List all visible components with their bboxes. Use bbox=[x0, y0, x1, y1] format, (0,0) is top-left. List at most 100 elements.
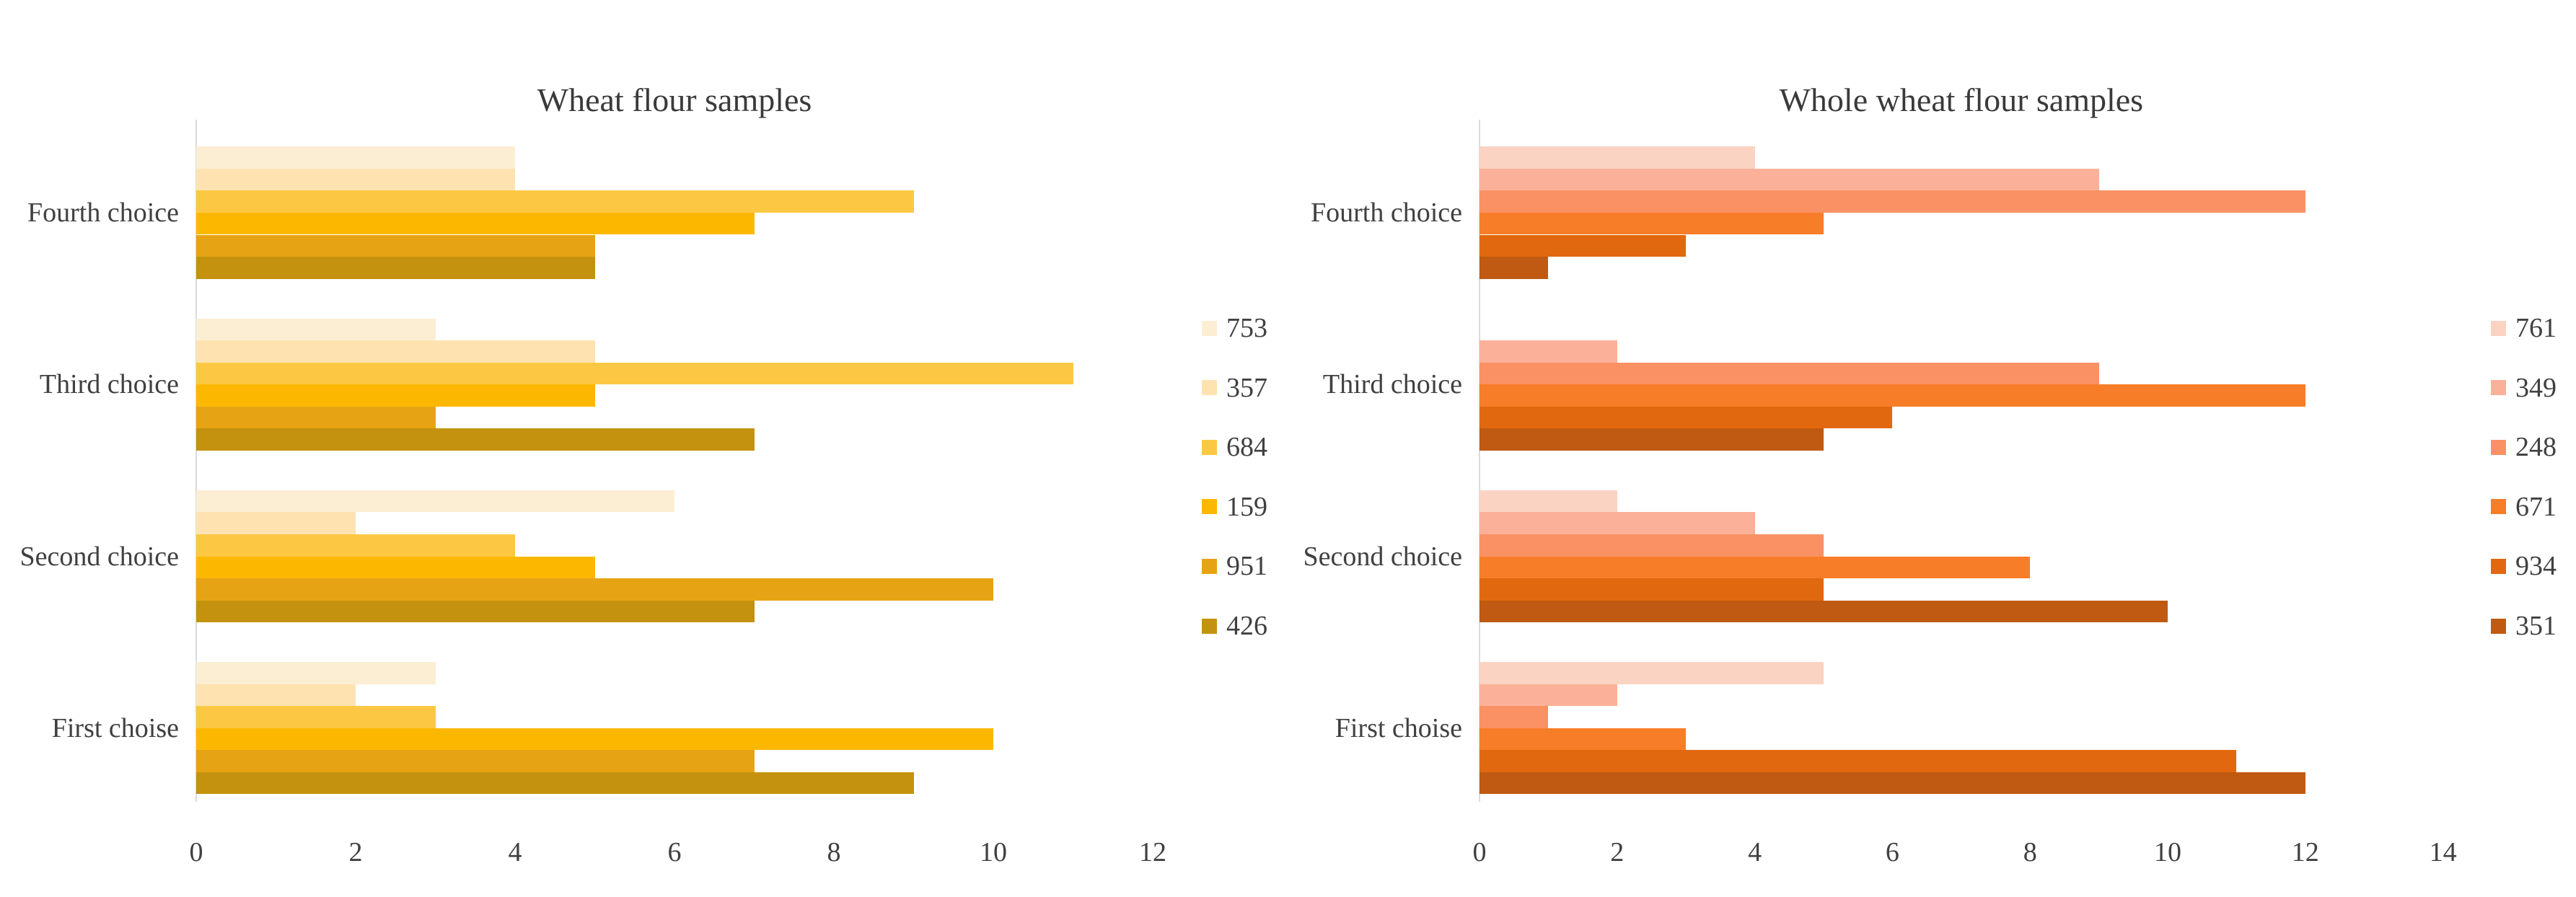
bar-761-second-choice bbox=[1480, 490, 1617, 513]
bar-753-second-choice bbox=[196, 490, 674, 513]
legend-swatch-icon bbox=[2491, 320, 2506, 336]
bar-159-second-choice bbox=[196, 556, 595, 579]
legend-label: 753 bbox=[1226, 313, 1267, 343]
x-tick-label: 12 bbox=[1139, 837, 1166, 867]
bar-351-first-choise bbox=[1480, 772, 2305, 795]
x-tick-label: 6 bbox=[667, 837, 682, 867]
category-label: Third choice bbox=[1322, 369, 1462, 400]
bar-426-first-choise bbox=[196, 772, 914, 795]
bar-349-third-choice bbox=[1480, 340, 1617, 363]
legend-label: 934 bbox=[2515, 551, 2557, 582]
x-tick-label: 8 bbox=[2023, 837, 2037, 867]
bar-159-fourth-choice bbox=[196, 212, 755, 235]
x-tick-label: 0 bbox=[1472, 837, 1487, 867]
bar-426-fourth-choice bbox=[196, 257, 595, 279]
x-tick-label: 10 bbox=[980, 837, 1007, 867]
legend-swatch-icon bbox=[1202, 499, 1217, 515]
bar-934-fourth-choice bbox=[1480, 234, 1687, 257]
bar-248-third-choice bbox=[1480, 362, 2099, 385]
bar-684-fourth-choice bbox=[196, 190, 914, 213]
category-label: Fourth choice bbox=[1310, 197, 1462, 228]
bar-684-third-choice bbox=[196, 362, 1073, 385]
legend-item: 351 bbox=[2491, 610, 2557, 642]
bar-351-second-choice bbox=[1480, 600, 2168, 623]
bar-671-second-choice bbox=[1480, 556, 2031, 579]
legend-item: 426 bbox=[1202, 610, 1267, 642]
bar-684-second-choice bbox=[196, 534, 515, 557]
legend-label: 357 bbox=[1226, 372, 1267, 403]
bar-349-second-choice bbox=[1480, 512, 1755, 534]
bar-951-first-choise bbox=[196, 750, 755, 772]
bar-349-first-choise bbox=[1480, 684, 1617, 707]
bar-761-first-choise bbox=[1480, 662, 1824, 684]
bar-357-second-choice bbox=[196, 512, 356, 534]
y-axis-line bbox=[195, 120, 197, 802]
legend-label: 951 bbox=[1226, 551, 1267, 582]
bar-159-third-choice bbox=[196, 384, 595, 407]
legend-swatch-icon bbox=[2491, 439, 2506, 455]
legend-item: 248 bbox=[2491, 431, 2557, 463]
bar-934-third-choice bbox=[1480, 406, 1893, 429]
bar-951-third-choice bbox=[196, 406, 436, 429]
category-label: Third choice bbox=[39, 369, 179, 400]
x-tick-label: 2 bbox=[1610, 837, 1625, 867]
x-tick-label: 2 bbox=[348, 837, 363, 867]
y-axis-line bbox=[1479, 120, 1480, 802]
bar-753-first-choise bbox=[196, 662, 436, 684]
chart-title-wheat-flour: Wheat flour samples bbox=[537, 81, 812, 118]
bar-951-fourth-choice bbox=[196, 234, 595, 257]
bar-671-third-choice bbox=[1480, 384, 2305, 407]
legend-label: 351 bbox=[2515, 611, 2557, 641]
bar-671-first-choise bbox=[1480, 728, 1687, 751]
x-tick-label: 0 bbox=[189, 837, 203, 867]
legend-swatch-icon bbox=[1202, 439, 1217, 455]
chart-title-whole-wheat-flour: Whole wheat flour samples bbox=[1779, 81, 2144, 118]
legend-item: 761 bbox=[2491, 312, 2557, 344]
legend-label: 349 bbox=[2515, 372, 2557, 403]
legend-item: 951 bbox=[1202, 550, 1267, 582]
bar-426-second-choice bbox=[196, 600, 755, 623]
bar-349-fourth-choice bbox=[1480, 168, 2099, 191]
bar-934-second-choice bbox=[1480, 578, 1824, 601]
bar-761-fourth-choice bbox=[1480, 146, 1755, 169]
bar-248-first-choise bbox=[1480, 706, 1549, 728]
category-label: Fourth choice bbox=[27, 197, 179, 228]
legend-label: 671 bbox=[2515, 491, 2557, 522]
legend-item: 357 bbox=[1202, 372, 1267, 404]
bar-357-fourth-choice bbox=[196, 168, 515, 191]
bar-357-third-choice bbox=[196, 340, 595, 363]
legend-swatch-icon bbox=[1202, 618, 1217, 634]
bar-248-fourth-choice bbox=[1480, 190, 2305, 213]
x-tick-label: 6 bbox=[1885, 837, 1899, 867]
legend-item: 159 bbox=[1202, 491, 1267, 523]
bar-951-second-choice bbox=[196, 578, 993, 601]
category-label: Second choice bbox=[1303, 541, 1462, 572]
x-tick-label: 8 bbox=[827, 837, 841, 867]
category-label: First choise bbox=[1335, 712, 1462, 743]
legend-label: 159 bbox=[1226, 491, 1267, 522]
bar-426-third-choice bbox=[196, 428, 755, 451]
legend-swatch-icon bbox=[1202, 558, 1217, 574]
legend-label: 248 bbox=[2515, 432, 2557, 463]
x-tick-label: 12 bbox=[2291, 837, 2319, 867]
legend-swatch-icon bbox=[1202, 320, 1217, 336]
x-tick-label: 14 bbox=[2429, 837, 2457, 867]
legend-swatch-icon bbox=[2491, 618, 2506, 634]
legend-swatch-icon bbox=[2491, 499, 2506, 515]
bar-934-first-choise bbox=[1480, 750, 2237, 772]
legend-label: 761 bbox=[2515, 313, 2557, 343]
legend-label: 684 bbox=[1226, 432, 1267, 463]
bar-351-fourth-choice bbox=[1480, 257, 1549, 279]
bar-671-fourth-choice bbox=[1480, 212, 1824, 235]
legend-item: 349 bbox=[2491, 372, 2557, 404]
legend-item: 671 bbox=[2491, 491, 2557, 523]
x-tick-label: 10 bbox=[2154, 837, 2181, 867]
bar-684-first-choise bbox=[196, 706, 436, 728]
legend-item: 753 bbox=[1202, 312, 1267, 344]
legend-label: 426 bbox=[1226, 611, 1267, 641]
legend-item: 934 bbox=[2491, 550, 2557, 582]
bar-159-first-choise bbox=[196, 728, 993, 751]
legend-swatch-icon bbox=[1202, 380, 1217, 396]
category-label: First choise bbox=[51, 712, 179, 743]
